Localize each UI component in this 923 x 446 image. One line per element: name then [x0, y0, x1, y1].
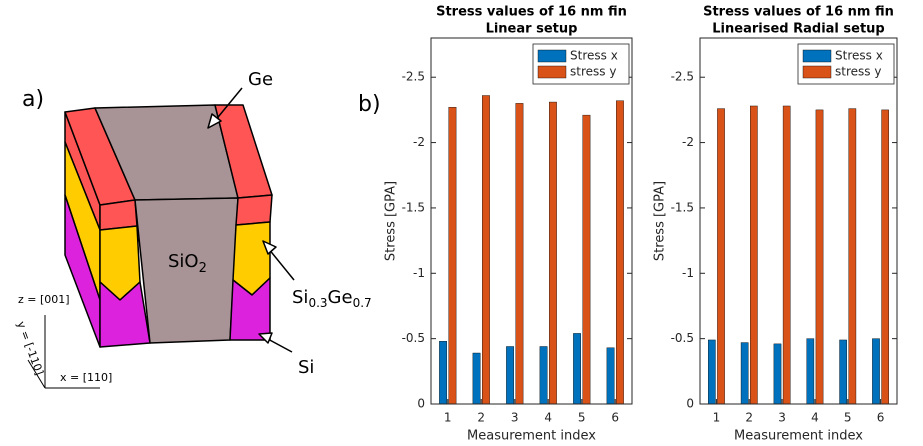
legend-label: stress y	[570, 65, 616, 79]
bar	[573, 333, 581, 405]
y-axis-label: Stress [GPA]	[384, 181, 399, 261]
bar	[872, 338, 880, 405]
y-axis-label: y = [-110]	[14, 320, 45, 377]
panel-label: b)	[358, 92, 381, 117]
legend-label: Stress x	[570, 49, 618, 63]
fin-diagram	[27, 87, 295, 389]
y-tick-label: -1.5	[671, 200, 694, 214]
y-tick-label: -1	[682, 266, 694, 280]
sige-ge: Ge	[328, 287, 353, 308]
y-axis	[27, 359, 46, 389]
bar	[606, 347, 615, 405]
bar	[881, 109, 889, 405]
bar	[448, 107, 457, 405]
si-arrow	[265, 337, 293, 353]
x-tick-label: 5	[844, 411, 852, 425]
legend-label: Stress x	[835, 49, 883, 63]
axes-box	[430, 37, 633, 405]
legend-swatch	[537, 65, 567, 79]
bar	[549, 101, 557, 405]
front-red-left	[99, 199, 138, 231]
bar	[482, 95, 490, 405]
x-axis-label: Measurement index	[467, 429, 596, 444]
sio2-main: SiO	[168, 251, 199, 272]
x-tick-label: 2	[745, 411, 753, 425]
sige-si-sub: 0.3	[308, 296, 327, 310]
y-tick-label: -2.5	[402, 70, 425, 84]
legend-label: stress y	[835, 65, 881, 79]
si-label: Si	[298, 357, 314, 378]
si-arrowhead	[258, 332, 273, 344]
sige-label: Si0.3Ge0.7	[292, 287, 372, 310]
bar	[740, 342, 749, 405]
x-tick-label: 3	[778, 411, 786, 425]
x-tick-label: 2	[477, 411, 485, 425]
y-tick-label: -0.5	[402, 331, 425, 345]
x-tick-label: 6	[877, 411, 885, 425]
x-tick-label: 1	[444, 411, 452, 425]
bar	[708, 339, 716, 405]
y-axis-label: Stress [GPA]	[653, 181, 668, 261]
y-tick-label: 0	[686, 397, 694, 411]
bar	[472, 352, 481, 405]
bar	[439, 341, 447, 405]
front-magenta-left	[99, 281, 151, 348]
z-axis-label: z = [001]	[18, 293, 70, 306]
x-tick-label: 5	[578, 411, 586, 425]
bar	[806, 338, 815, 405]
y-tick-label: -2.5	[671, 70, 694, 84]
sige-arrowhead	[262, 240, 277, 255]
front-red-right	[235, 194, 273, 226]
bar	[782, 105, 791, 405]
y-tick-label: -0.5	[671, 331, 694, 345]
sige-ge-sub: 0.7	[353, 296, 372, 310]
ge-arrow	[213, 87, 243, 123]
bar	[506, 346, 514, 405]
ge-arrowhead	[207, 113, 222, 129]
chart-subtitle: Linearised Radial setup	[712, 22, 884, 37]
y-tick-label: -2	[413, 135, 425, 149]
y-tick-label: -1	[413, 266, 425, 280]
bar	[839, 339, 847, 405]
bar	[750, 105, 758, 405]
y-tick-label: 0	[417, 397, 425, 411]
x-axis-label: Measurement index	[734, 429, 863, 444]
sio2-sub: 2	[199, 261, 207, 276]
plot-area	[431, 38, 632, 404]
chart-title: Stress values of 16 nm fin	[436, 5, 627, 20]
bar	[582, 114, 591, 405]
y-tick-label: -2	[682, 135, 694, 149]
legend-swatch	[802, 65, 832, 79]
chart-subtitle: Linear setup	[486, 22, 578, 37]
bar	[539, 346, 548, 405]
x-tick-label: 4	[544, 411, 552, 425]
bar	[773, 343, 782, 405]
legend-swatch	[802, 49, 832, 63]
x-axis-label: x = [110]	[60, 371, 112, 384]
axes-box	[699, 37, 898, 405]
y-tick-label: -1.5	[402, 200, 425, 214]
sige-si: Si	[292, 287, 308, 308]
x-tick-label: 1	[713, 411, 721, 425]
bar	[848, 108, 857, 405]
x-tick-label: 3	[511, 411, 519, 425]
ge-label: Ge	[248, 69, 273, 90]
sio2-label: SiO2	[168, 251, 207, 276]
bar	[515, 103, 524, 405]
front-magenta-right	[229, 277, 271, 341]
bar	[717, 108, 725, 405]
x-tick-label: 4	[811, 411, 819, 425]
panel-label: a)	[22, 87, 44, 112]
chart-title: Stress values of 16 nm fin	[703, 5, 894, 20]
sige-arrow	[267, 247, 295, 281]
legend-swatch	[537, 49, 567, 63]
bar	[616, 100, 624, 405]
x-tick-label: 6	[611, 411, 619, 425]
bar	[815, 109, 824, 405]
plot-area	[700, 38, 897, 404]
